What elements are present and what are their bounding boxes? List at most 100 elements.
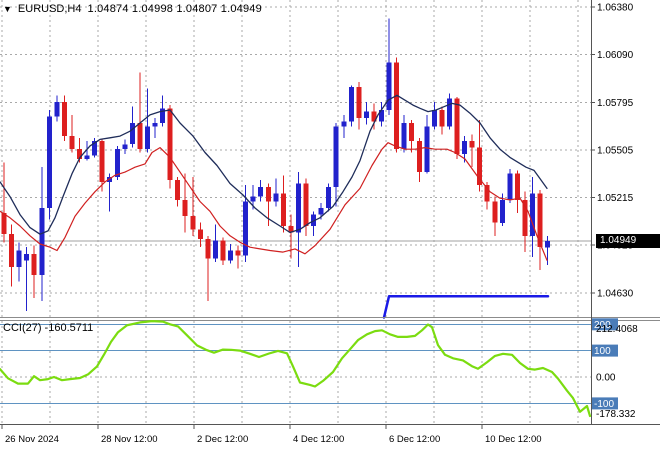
candle-body [326, 186, 332, 208]
candle-body [16, 250, 22, 267]
price-tick-label: 1.04630 [597, 289, 634, 300]
time-tick-label: 2 Dec 12:00 [197, 434, 248, 445]
candle-body [514, 173, 520, 200]
candle-body [333, 126, 339, 187]
price-tick-label: 1.05795 [597, 98, 634, 109]
cci-level-badge [592, 318, 618, 331]
candle-body [303, 183, 309, 226]
candle-body [522, 199, 528, 236]
cci-pane [0, 323, 591, 404]
price-tick-label: 1.06090 [597, 50, 634, 61]
candle-body [507, 173, 513, 200]
candle-body [469, 141, 475, 148]
grid-lines [0, 0, 591, 424]
candle-body [492, 201, 498, 223]
candle-body [318, 208, 324, 215]
symbol-dropdown-arrow-icon[interactable]: ▼ [3, 4, 12, 14]
candle-body [9, 234, 15, 267]
candle-body [190, 216, 196, 230]
candle-body [114, 149, 120, 177]
candle-body [167, 108, 173, 181]
candle-body [401, 123, 407, 150]
candle-body [295, 183, 301, 233]
cci-level-badge [592, 397, 618, 410]
candle-body [439, 110, 445, 127]
cci-level-badge-label: -100 [594, 399, 614, 410]
time-tick-label: 4 Dec 12:00 [293, 434, 344, 445]
candle-body [273, 193, 279, 202]
candle-body [454, 98, 460, 155]
price-tick-label: 1.05215 [597, 193, 634, 204]
candle-body [243, 201, 249, 256]
candle-body [61, 101, 67, 137]
candle-body [1, 212, 7, 235]
chart-title: ▼ EURUSD,H4 1.04874 1.04998 1.04807 1.04… [3, 3, 262, 15]
candle-body [39, 208, 45, 275]
symbol-period-label: EURUSD,H4 [17, 3, 82, 15]
time-tick-label: 6 Dec 12:00 [389, 434, 440, 445]
candle-body [84, 155, 90, 159]
candle-body [69, 136, 75, 150]
time-axis[interactable]: 26 Nov 2024 28 Nov 12:00 2 Dec 12:00 4 Dec … [1, 424, 542, 445]
candle-body [288, 226, 294, 233]
ohlc-values: 1.04874 1.04998 1.04807 1.04949 [87, 3, 262, 15]
candle-body [341, 121, 347, 127]
ma-navy-line [0, 94, 548, 235]
candle-body [530, 193, 535, 236]
candle-body [212, 240, 218, 259]
time-tick-label: 28 Nov 12:00 [101, 434, 158, 445]
cci-curve [0, 320, 592, 418]
candle-body [258, 186, 264, 197]
ma-red-line [0, 142, 548, 261]
candle-body [92, 141, 98, 156]
candle-body [446, 98, 452, 127]
candle-body [545, 240, 551, 248]
cci-level-badge-label: 200 [594, 320, 611, 331]
candle-body [477, 147, 483, 186]
cci-scale-label: 0.00 [596, 373, 616, 384]
cci-level-badge [592, 344, 618, 357]
candle-body [31, 253, 37, 275]
candle-body [537, 193, 543, 248]
cci-axis[interactable]: 200 100 -100 212.4068 0.00 -178.332 [592, 318, 638, 420]
trailing-stop-line [382, 295, 550, 319]
candles-layer [1, 18, 551, 311]
candle-body [152, 123, 158, 127]
candle-body [356, 87, 362, 119]
candle-body [175, 180, 181, 200]
candle-body [416, 141, 422, 172]
candle-body [379, 110, 384, 122]
candle-body [462, 141, 468, 155]
candle-body [122, 144, 128, 150]
price-axis[interactable]: 1.06380 1.06090 1.05795 1.05505 1.05215 1.049… [591, 3, 634, 300]
candle-body [54, 101, 60, 117]
candle-body [228, 250, 233, 261]
cci-scale-label: 212.4068 [596, 324, 638, 335]
candle-body [394, 62, 400, 150]
candle-body [220, 240, 226, 261]
price-tick-label: 1.06380 [597, 3, 634, 14]
candle-body [77, 149, 82, 159]
cci-scale-label: -178.332 [596, 409, 636, 420]
candle-body [160, 108, 165, 123]
candle-body [431, 110, 437, 127]
candle-body [265, 186, 271, 202]
candle-body [386, 62, 392, 110]
candle-body [363, 111, 369, 119]
time-tick-label: 26 Nov 2024 [5, 434, 59, 445]
candle-body [424, 126, 430, 173]
candle-body [99, 141, 105, 182]
pane-borders [0, 0, 660, 425]
current-price-box: 1.04949 [596, 234, 660, 248]
candle-body [348, 87, 354, 122]
candle-body [144, 126, 150, 150]
candle-body [250, 196, 256, 202]
candle-body [205, 239, 211, 259]
candle-body [182, 199, 188, 217]
candle-body [129, 123, 135, 145]
candle-body [280, 193, 286, 226]
candle-body [137, 123, 143, 150]
time-tick-label: 10 Dec 12:00 [485, 434, 542, 445]
